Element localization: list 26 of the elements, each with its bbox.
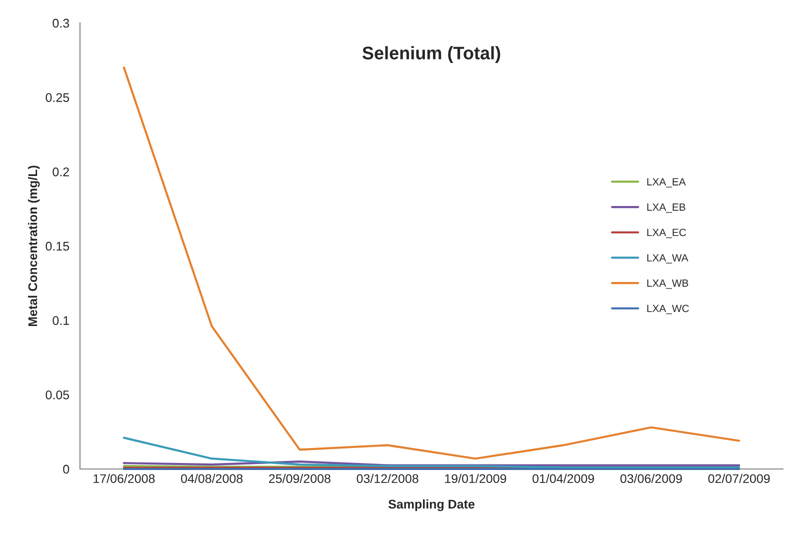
x-axis-title: Sampling Date (388, 499, 474, 512)
line-series (122, 436, 740, 469)
x-tick-label: 03/12/2008 (356, 474, 418, 484)
x-tick-label: 04/08/2008 (181, 474, 243, 484)
y-tick-label: 0.2 (52, 167, 69, 176)
y-tick-label: 0.05 (46, 390, 70, 400)
y-tick-label: 0.1 (52, 316, 69, 325)
legend-label: LXA_WC (647, 304, 689, 314)
x-tick-label: 01/04/2009 (532, 474, 594, 484)
x-tick-label: 17/06/2008 (94, 474, 155, 484)
y-axis-title: Metal Concentration (mg/L) (28, 166, 40, 326)
y-tick-label: 0.3 (52, 18, 70, 28)
y-tick-label: 0.25 (46, 93, 70, 102)
text: Selenium (Total) (362, 46, 500, 64)
legend-label: LXA_WB (647, 280, 688, 289)
x-tick-label: 02/07/2009 (708, 474, 770, 484)
line-series (122, 66, 740, 460)
x-tick-label: 03/06/2009 (620, 474, 682, 484)
legend-label: LXA_EB (647, 204, 686, 213)
x-tick-label: 19/01/2009 (445, 474, 506, 484)
y-tick-label: 0 (63, 464, 70, 474)
legend-label: LXA_WA (647, 254, 688, 264)
legend-label: LXA_EA (647, 178, 686, 188)
legend-label: LXA_EC (647, 228, 686, 238)
y-tick-label: 0.15 (46, 242, 70, 251)
x-tick-label: 25/09/2008 (269, 474, 330, 484)
